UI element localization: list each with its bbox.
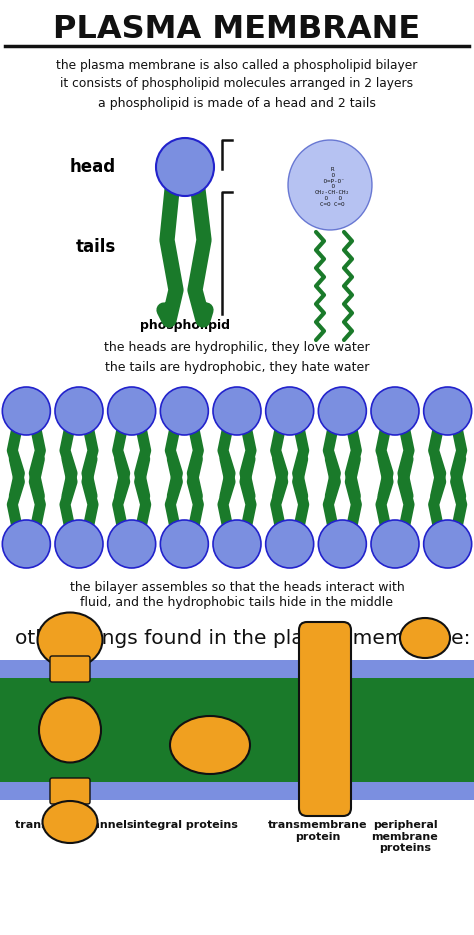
- Circle shape: [371, 387, 419, 435]
- Text: integral proteins: integral proteins: [133, 820, 237, 830]
- Circle shape: [265, 520, 314, 568]
- Text: tails: tails: [76, 238, 116, 256]
- Circle shape: [371, 520, 419, 568]
- FancyBboxPatch shape: [50, 656, 90, 682]
- Ellipse shape: [288, 140, 372, 230]
- Bar: [0, 660, 474, 800]
- Text: the heads are hydrophilic, they love water: the heads are hydrophilic, they love wat…: [104, 340, 370, 353]
- Text: the tails are hydrophobic, they hate water: the tails are hydrophobic, they hate wat…: [105, 361, 369, 373]
- Bar: [0, 660, 474, 678]
- Text: R
 O
 O=P-O⁻
 O
CH₂-CH-CH₂
 O   O
C=O C=O: R O O=P-O⁻ O CH₂-CH-CH₂ O O C=O C=O: [315, 167, 349, 207]
- Text: PLASMA MEMBRANE: PLASMA MEMBRANE: [54, 15, 420, 46]
- Text: a phospholipid is made of a head and 2 tails: a phospholipid is made of a head and 2 t…: [98, 96, 376, 109]
- Circle shape: [160, 387, 209, 435]
- Ellipse shape: [39, 698, 101, 763]
- Circle shape: [108, 520, 155, 568]
- Circle shape: [2, 520, 50, 568]
- Bar: [0, 782, 474, 800]
- Text: peripheral
membrane
proteins: peripheral membrane proteins: [372, 820, 438, 854]
- Circle shape: [160, 520, 209, 568]
- Text: the bilayer assembles so that the heads interact with
fluid, and the hydrophobic: the bilayer assembles so that the heads …: [70, 581, 404, 609]
- Circle shape: [156, 138, 214, 196]
- Text: transport channels: transport channels: [15, 820, 134, 830]
- Text: the plasma membrane is also called a phospholipid bilayer: the plasma membrane is also called a pho…: [56, 59, 418, 71]
- Text: head: head: [70, 158, 116, 176]
- Circle shape: [2, 387, 50, 435]
- Ellipse shape: [43, 801, 98, 843]
- Circle shape: [424, 387, 472, 435]
- Text: phospholipid: phospholipid: [140, 319, 230, 332]
- Circle shape: [265, 387, 314, 435]
- FancyBboxPatch shape: [299, 622, 351, 816]
- Circle shape: [319, 387, 366, 435]
- Ellipse shape: [37, 612, 102, 668]
- Circle shape: [213, 387, 261, 435]
- Text: it consists of phospholipid molecules arranged in 2 layers: it consists of phospholipid molecules ar…: [61, 77, 413, 90]
- FancyBboxPatch shape: [50, 778, 90, 804]
- Circle shape: [319, 520, 366, 568]
- Text: other things found in the plasma membrane:: other things found in the plasma membran…: [15, 628, 471, 648]
- Circle shape: [108, 387, 155, 435]
- Ellipse shape: [400, 618, 450, 658]
- Circle shape: [55, 387, 103, 435]
- Circle shape: [55, 520, 103, 568]
- Circle shape: [424, 520, 472, 568]
- Ellipse shape: [170, 716, 250, 774]
- Circle shape: [213, 520, 261, 568]
- Text: transmembrane
protein: transmembrane protein: [268, 820, 368, 842]
